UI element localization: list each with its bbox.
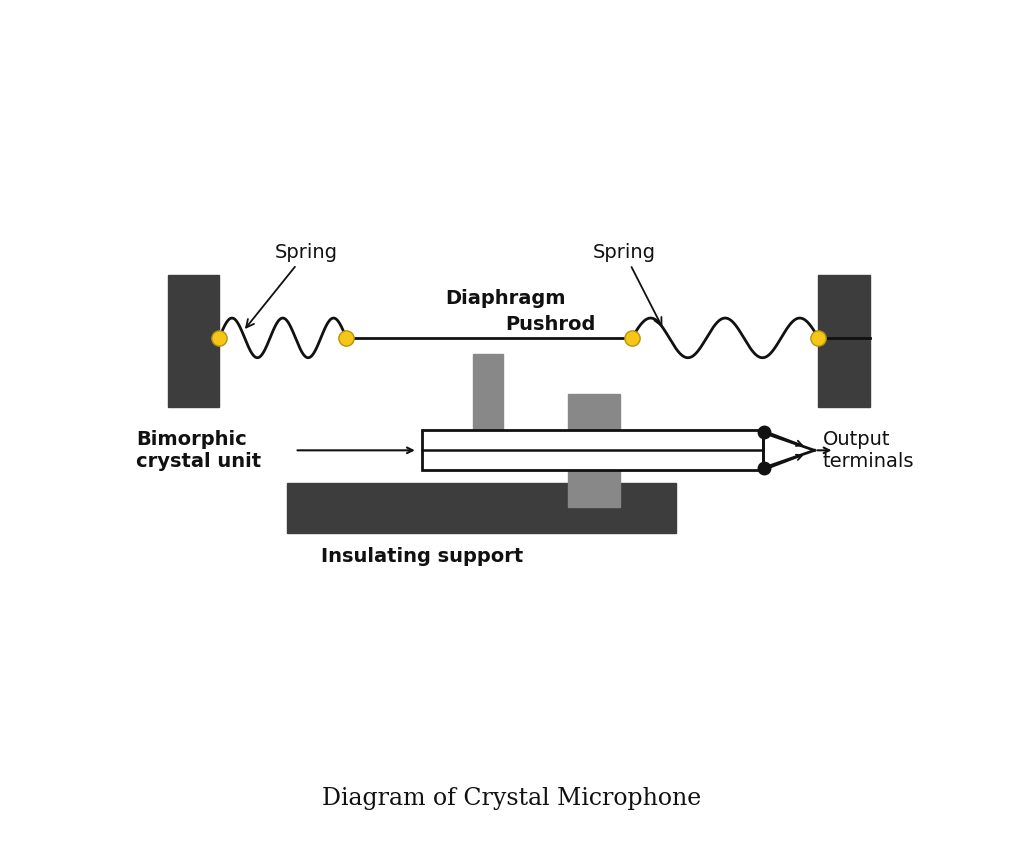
Text: Spring: Spring — [246, 243, 338, 327]
Text: Bimorphic
crystal unit: Bimorphic crystal unit — [136, 430, 261, 471]
Bar — [422, 430, 763, 470]
Bar — [818, 275, 870, 407]
Text: Diagram of Crystal Microphone: Diagram of Crystal Microphone — [323, 788, 701, 810]
Bar — [287, 484, 676, 533]
Text: Spring: Spring — [593, 243, 662, 326]
Bar — [473, 355, 504, 430]
Bar — [568, 470, 621, 507]
Text: Insulating support: Insulating support — [321, 546, 523, 566]
Bar — [568, 394, 621, 430]
Bar — [168, 275, 219, 407]
Text: Output
terminals: Output terminals — [822, 430, 913, 471]
Text: Diaphragm: Diaphragm — [445, 289, 566, 308]
Text: Pushrod: Pushrod — [505, 315, 595, 334]
